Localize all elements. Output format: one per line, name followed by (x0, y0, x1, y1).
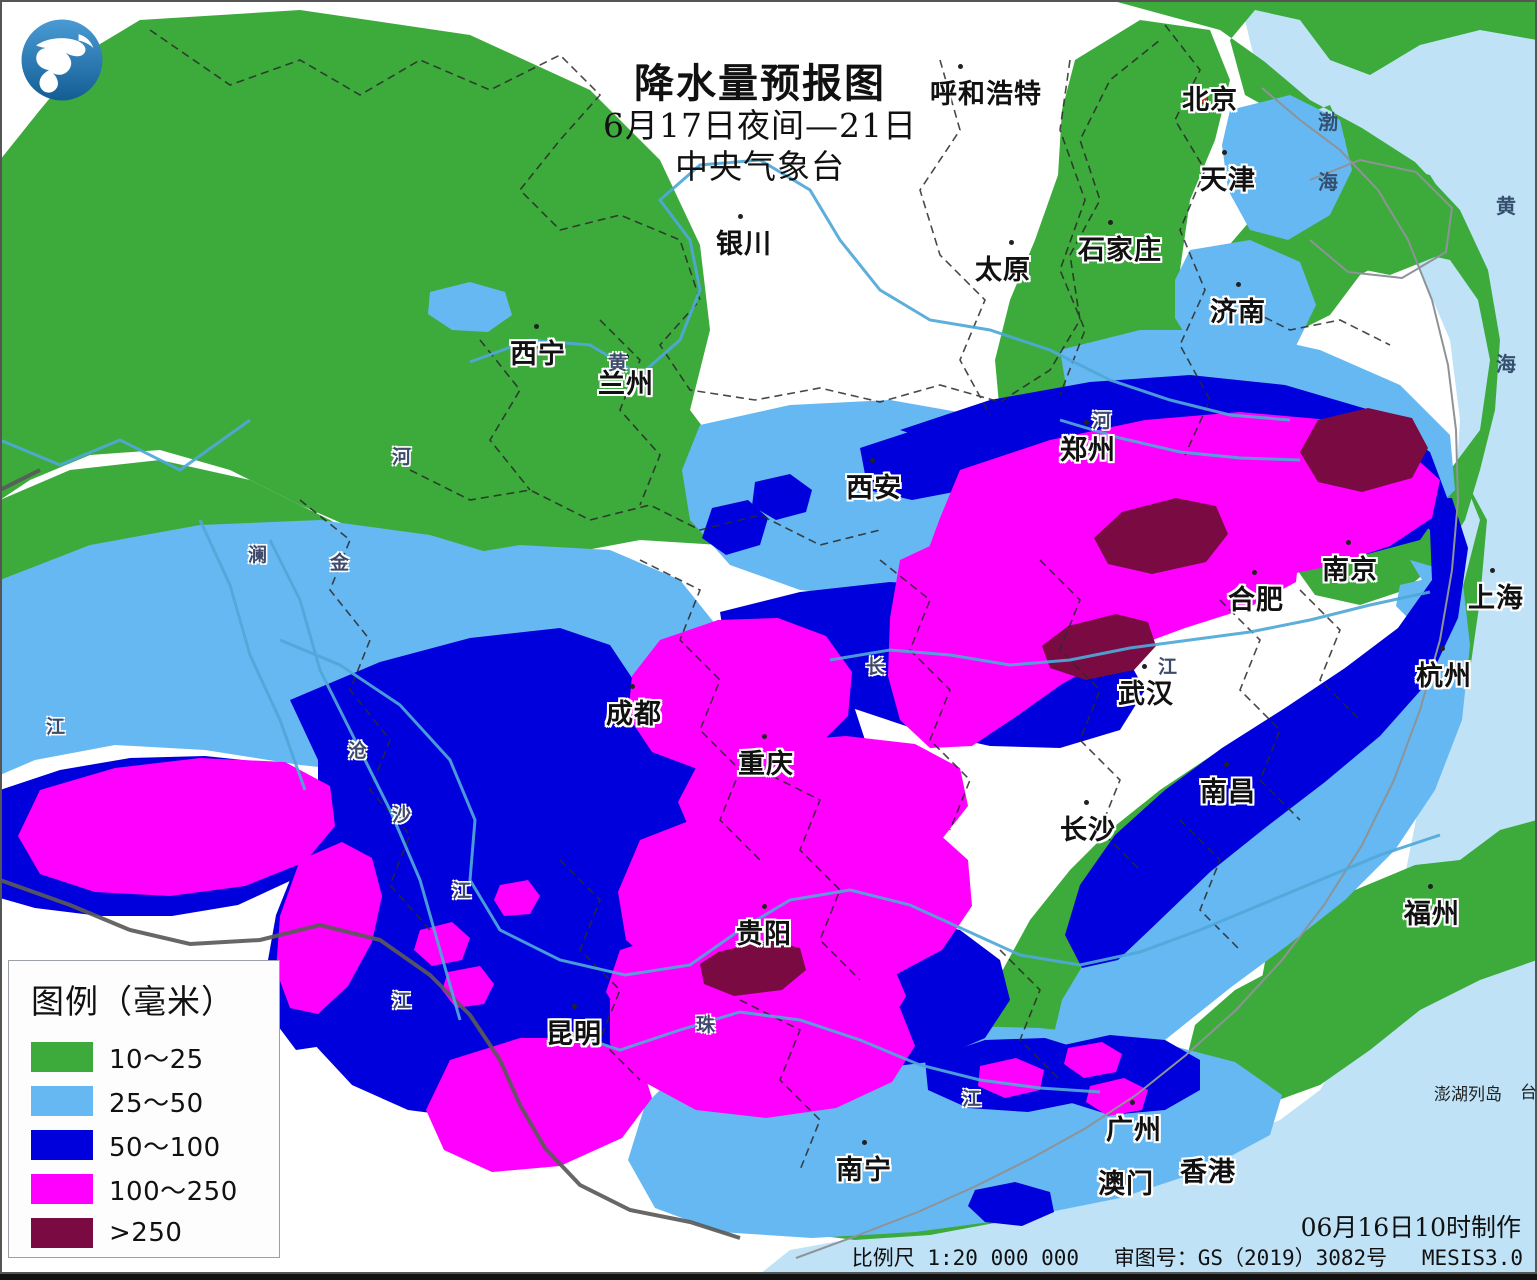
province-boundaries (149, 24, 1391, 1171)
legend-label: 50～100 (109, 1132, 221, 1163)
city-marker-dot (1490, 568, 1495, 573)
bottom-strip (0, 1274, 1537, 1280)
legend-panel: 图例（毫米） 10～25 25～50 50～100 100～250 >250 (8, 960, 280, 1258)
city-marker-dot (862, 1140, 867, 1145)
city-marker-dot (572, 1004, 577, 1009)
city-marker-dot (1252, 570, 1257, 575)
city-marker-dot (624, 354, 629, 359)
scale-text: 比例尺 1:20 000 000 (851, 1246, 1080, 1270)
city-marker-dot (762, 734, 767, 739)
legend-label: 10～25 (109, 1044, 204, 1075)
review-number: 审图号：GS（2019）3082号 (1113, 1246, 1388, 1270)
city-marker-dot (1346, 540, 1351, 545)
city-marker-dot (870, 458, 875, 463)
legend-swatch (31, 1042, 93, 1072)
made-on-timestamp: 06月16日10时制作 (1300, 1213, 1521, 1242)
legend-swatch (31, 1174, 93, 1204)
legend-title: 图例（毫米） (31, 982, 235, 1021)
city-marker-dot (1236, 282, 1241, 287)
city-marker-dot (762, 904, 767, 909)
legend-swatch (31, 1218, 93, 1248)
legend-item: 100～250 (31, 1167, 279, 1211)
city-marker-dot (534, 324, 539, 329)
footer-bar: 比例尺 1:20 000 000 审图号：GS（2019）3082号 MESIS… (0, 1242, 1537, 1274)
legend-label: 100～250 (109, 1176, 238, 1207)
legend-swatch (31, 1130, 93, 1160)
legend-rows: 10～25 25～50 50～100 100～250 >250 (31, 1035, 279, 1255)
legend-swatch (31, 1086, 93, 1116)
legend-item: >250 (31, 1211, 279, 1255)
cma-logo-icon (21, 19, 103, 101)
system-version: MESIS3.0 (1421, 1246, 1523, 1270)
city-marker-dot (958, 64, 963, 69)
rivers (0, 158, 1441, 1094)
legend-item: 10～25 (31, 1035, 279, 1079)
city-marker-dot (630, 684, 635, 689)
city-marker-dot (1428, 884, 1433, 889)
city-marker-dot (1108, 220, 1113, 225)
sea-area (760, 0, 1537, 1274)
city-marker-dot (1009, 240, 1014, 245)
city-marker-dot (1130, 1100, 1135, 1105)
legend-label: >250 (109, 1218, 183, 1248)
city-marker-dot (1142, 664, 1147, 669)
city-marker-dot (738, 214, 743, 219)
national-border (0, 468, 741, 1240)
city-marker-dot (1222, 150, 1227, 155)
city-marker-dot (1440, 646, 1445, 651)
legend-item: 25～50 (31, 1079, 279, 1123)
city-marker-dot (1084, 800, 1089, 805)
city-marker-dot (1198, 94, 1208, 104)
coastline (795, 87, 1460, 1259)
legend-label: 25～50 (109, 1088, 204, 1119)
city-marker-dot (1084, 420, 1089, 425)
legend-item: 50～100 (31, 1123, 279, 1167)
precip-band-over-250 (700, 408, 1428, 996)
city-marker-dot (1224, 762, 1229, 767)
